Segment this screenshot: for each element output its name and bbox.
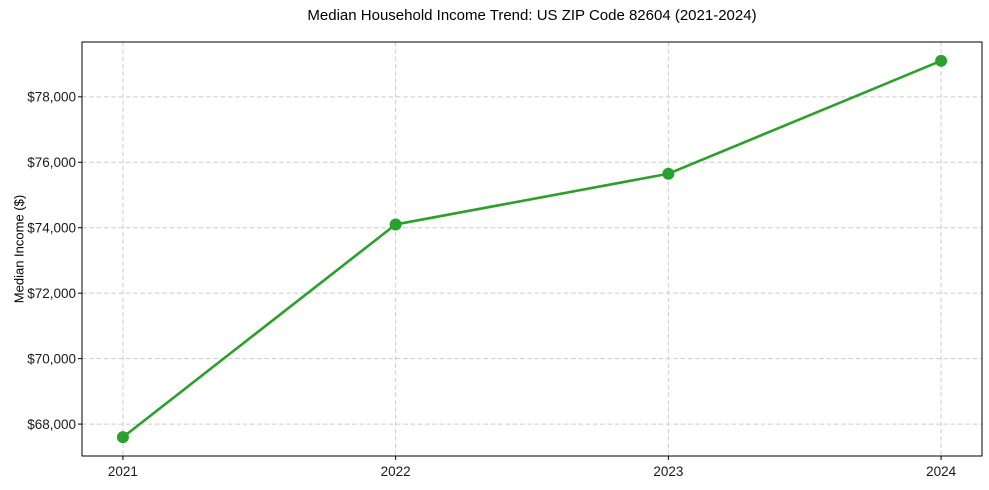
data-point-2021 xyxy=(116,431,129,444)
income-trend-line xyxy=(121,59,943,439)
y-tick-label: $68,000 xyxy=(27,417,76,432)
x-tick-label: 2023 xyxy=(653,464,683,479)
data-point-2024 xyxy=(935,54,948,67)
x-tick-label: 2022 xyxy=(381,464,411,479)
chart-title: Median Household Income Trend: US ZIP Co… xyxy=(307,7,757,24)
x-tick-label: 2024 xyxy=(926,464,957,479)
x-tick-label: 2021 xyxy=(108,464,138,479)
y-tick-label: $74,000 xyxy=(27,220,76,235)
data-point-2022 xyxy=(389,218,402,231)
plot-border xyxy=(81,41,983,457)
y-tick-label: $70,000 xyxy=(27,351,76,366)
y-tick-label: $76,000 xyxy=(27,155,76,170)
y-tick-label: $72,000 xyxy=(27,286,76,301)
data-point-2023 xyxy=(662,167,675,180)
y-tick-label: $78,000 xyxy=(27,90,76,105)
